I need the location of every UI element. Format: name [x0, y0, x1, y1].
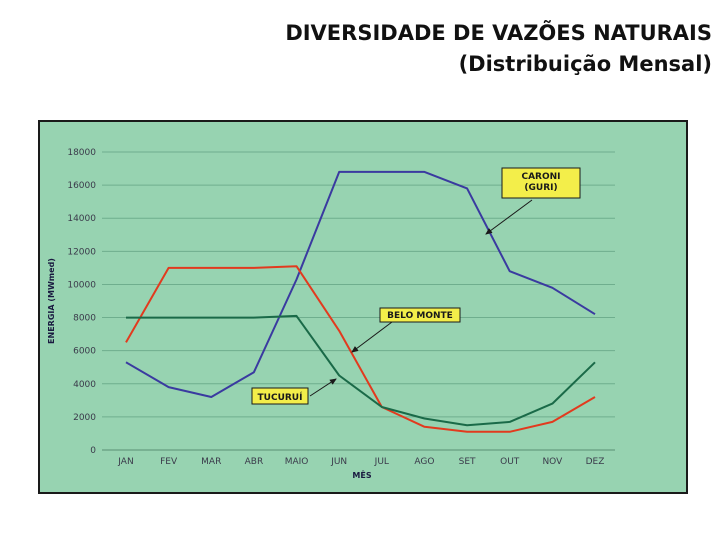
x-tick-label-8: SET: [459, 457, 476, 467]
x-tick-label-7: AGO: [414, 457, 434, 467]
title-line-2: (Distribuição Mensal): [458, 52, 712, 76]
y-tick-label-3: 6000: [73, 347, 96, 357]
x-tick-label-1: FEV: [160, 457, 178, 467]
y-tick-label-8: 16000: [67, 181, 96, 191]
legend-label-2: TUCURUÍ: [258, 391, 304, 403]
legend-label-line-0-1: (GURI): [524, 183, 557, 193]
legend-label-line-1-0: BELO MONTE: [387, 311, 453, 321]
x-tick-label-3: ABR: [245, 457, 264, 467]
legend-label-1: BELO MONTE: [387, 311, 453, 321]
legend-box-0: [501, 167, 581, 199]
x-tick-label-0: JAN: [117, 457, 133, 467]
y-tick-label-2: 4000: [73, 380, 96, 390]
series-line-1: [125, 265, 596, 433]
y-tick-label-7: 14000: [67, 214, 96, 224]
y-tick-label-0: 0: [90, 446, 96, 456]
y-tick-label-9: 18000: [67, 148, 96, 158]
legend-label-0: CARONI (GURI): [521, 172, 560, 193]
line-chart: 0 2000 4000 6000 8000 10000 12000 14000 16000 180…: [47, 148, 615, 480]
x-tick-label-6: JUL: [374, 457, 389, 467]
page-title: DIVERSIDADE DE VAZÕES NATURAIS (Distribu…: [285, 18, 712, 80]
y-axis-label: ENERGIA (MWmed): [47, 258, 56, 344]
x-tick-label-5: JUN: [330, 457, 347, 467]
series-line-2: [126, 314, 596, 427]
legend-arrow-2: [309, 378, 337, 397]
series-line-0: [125, 170, 596, 398]
title-line-1: DIVERSIDADE DE VAZÕES NATURAIS: [285, 21, 712, 45]
chart-frame: 0 2000 4000 6000 8000 10000 12000 14000 16000 180…: [38, 120, 688, 494]
x-tick-label-9: OUT: [500, 457, 520, 467]
x-tick-label-11: DEZ: [586, 457, 605, 467]
x-tick-label-2: MAR: [201, 457, 221, 467]
legend-label-line-2-0: TUCURUÍ: [258, 391, 304, 403]
x-tick-label-4: MAIO: [285, 457, 309, 467]
y-tick-label-4: 8000: [73, 314, 96, 324]
legend-arrow-0: [485, 199, 533, 235]
x-axis-label: MÊS: [352, 469, 371, 480]
y-tick-label-5: 10000: [67, 280, 96, 290]
legend-arrow-1: [351, 321, 393, 353]
legend-box-1: [379, 307, 461, 323]
legend-box-2: [251, 387, 309, 405]
x-tick-label-10: NOV: [542, 457, 563, 467]
y-tick-label-6: 12000: [67, 247, 96, 257]
legend-label-line-0-0: CARONI: [521, 172, 560, 182]
y-tick-label-1: 2000: [73, 413, 96, 423]
